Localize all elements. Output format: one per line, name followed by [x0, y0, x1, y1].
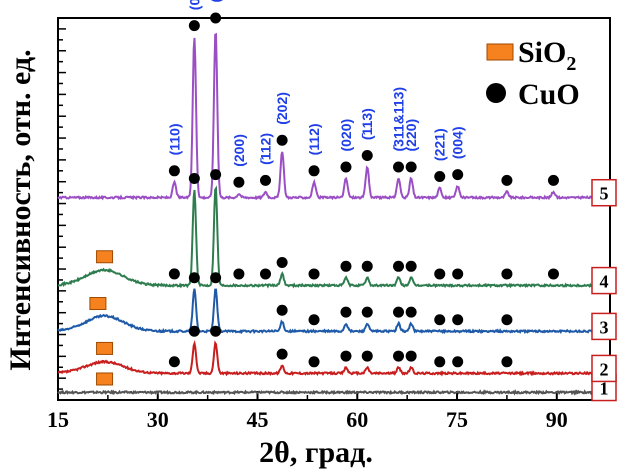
miller-index-label: (111) [208, 0, 224, 3]
x-tick-label: 45 [247, 407, 269, 432]
curve-label-box [591, 178, 617, 207]
cuo-marker [340, 306, 352, 318]
cuo-marker [393, 260, 405, 272]
curve-label-1: 1 [600, 379, 609, 399]
curve-label-box [591, 354, 617, 383]
miller-index-label: (110) [166, 123, 182, 155]
cuo-marker [452, 268, 464, 280]
x-axis-label: 2θ, град. [259, 436, 373, 469]
cuo-marker [361, 350, 373, 362]
cuo-marker [276, 348, 288, 360]
sio2-marker [96, 372, 114, 386]
series-4-curve [57, 185, 611, 289]
cuo-marker [361, 260, 373, 272]
cuo-marker [259, 174, 271, 186]
cuo-marker [501, 356, 513, 368]
miller-index-label: (004) [450, 126, 466, 159]
cuo-marker [308, 314, 320, 326]
cuo-marker [233, 176, 245, 188]
series-3-curve [57, 288, 610, 335]
cuo-marker [340, 260, 352, 272]
miller-index-label: (̄112) [257, 133, 273, 165]
curve-label-4: 4 [600, 272, 609, 292]
x-tick-label: 15 [47, 407, 69, 432]
series-1-curve [57, 389, 610, 396]
cuo-marker [452, 356, 464, 368]
sio2-marker [96, 250, 114, 264]
cuo-marker [452, 314, 464, 326]
cuo-marker [168, 268, 180, 280]
curve-label-3: 3 [600, 317, 609, 337]
cuo-marker [276, 134, 288, 146]
miller-index-label: (112) [306, 123, 322, 155]
legend-label: SiO2 [518, 36, 576, 75]
curve-label-box [591, 312, 617, 341]
cuo-marker [210, 272, 222, 284]
cuo-marker [501, 268, 513, 280]
cuo-marker [188, 325, 200, 337]
cuo-marker [393, 306, 405, 318]
curve-label-box [591, 266, 617, 295]
cuo-marker [501, 174, 513, 186]
cuo-marker [210, 169, 222, 181]
cuo-marker [434, 171, 446, 183]
cuo-marker [276, 304, 288, 316]
cuo-marker [434, 268, 446, 280]
cuo-marker [233, 268, 245, 280]
miller-index-label: (̄202) [274, 92, 290, 125]
cuo-marker [393, 350, 405, 362]
y-axis-label: Интенсивность, отн. ед. [4, 49, 37, 370]
cuo-marker [547, 268, 559, 280]
miller-index-label: (̄311&113) [391, 87, 407, 152]
cuo-marker [340, 161, 352, 173]
cuo-marker [308, 165, 320, 177]
x-tick-label: 90 [546, 407, 568, 432]
curve-label-5: 5 [600, 184, 609, 204]
series-5-curve [57, 32, 611, 201]
cuo-marker [276, 256, 288, 268]
legend-label: CuO [518, 78, 580, 111]
cuo-marker [405, 306, 417, 318]
cuo-marker [405, 260, 417, 272]
cuo-marker [168, 165, 180, 177]
cuo-marker [308, 356, 320, 368]
miller-index-label: (020) [338, 119, 354, 152]
sio2-marker [96, 341, 114, 355]
cuo-marker [434, 314, 446, 326]
curve-label-2: 2 [600, 359, 609, 379]
cuo-marker [405, 350, 417, 362]
x-tick-label: 30 [147, 407, 169, 432]
cuo-marker [210, 12, 222, 24]
miller-index-label: (200) [231, 134, 247, 167]
cuo-marker [434, 356, 446, 368]
miller-index-label: (220) [403, 119, 419, 152]
cuo-marker [547, 174, 559, 186]
cuo-marker [340, 350, 352, 362]
legend-cuo-swatch [486, 83, 506, 103]
cuo-marker [452, 169, 464, 181]
cuo-marker [210, 325, 222, 337]
cuo-marker [361, 306, 373, 318]
cuo-marker [259, 268, 271, 280]
cuo-marker [393, 161, 405, 173]
plot-frame [57, 17, 611, 401]
x-tick-label: 75 [446, 407, 468, 432]
cuo-marker [188, 272, 200, 284]
cuo-marker [405, 161, 417, 173]
cuo-marker [168, 356, 180, 368]
cuo-marker [188, 20, 200, 32]
miller-index-label: (221) [432, 128, 448, 161]
cuo-marker [308, 268, 320, 280]
x-tick-label: 60 [346, 407, 368, 432]
cuo-marker [188, 172, 200, 184]
miller-index-label: (002) [186, 0, 202, 10]
cuo-marker [501, 314, 513, 326]
legend-sio2-swatch [486, 43, 514, 61]
series-2-curve [58, 339, 611, 377]
cuo-marker [361, 150, 373, 162]
sio2-marker [89, 297, 107, 311]
miller-index-label: (̄113) [359, 108, 375, 140]
